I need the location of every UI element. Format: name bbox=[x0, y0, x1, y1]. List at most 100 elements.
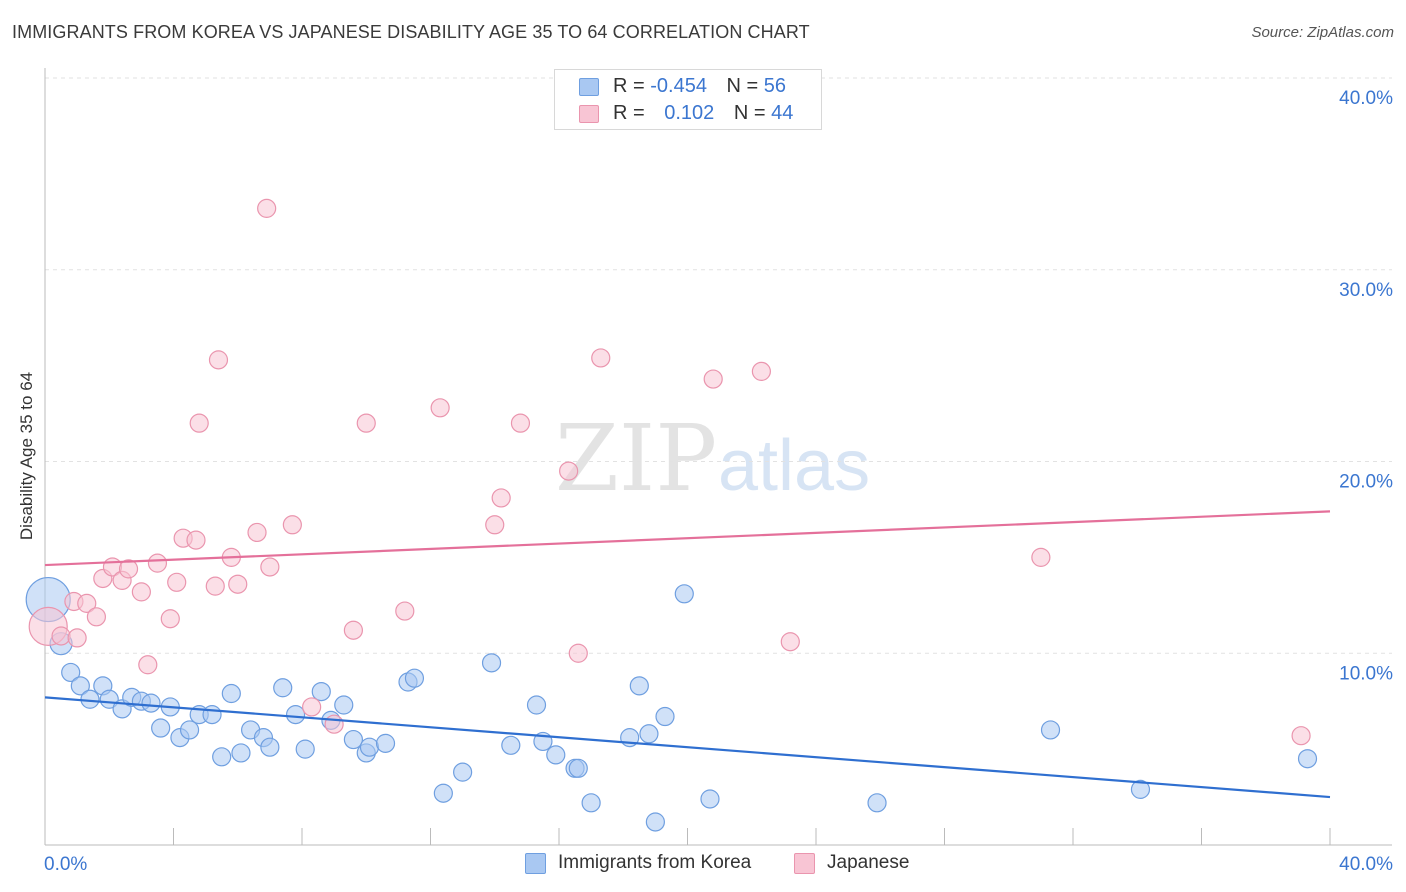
legend-swatch-japanese bbox=[579, 105, 599, 123]
japanese-point bbox=[51, 626, 71, 646]
korea-point bbox=[179, 720, 200, 740]
korea-point bbox=[151, 718, 171, 738]
japanese-point bbox=[67, 628, 87, 648]
korea-point bbox=[404, 668, 425, 688]
japanese-point bbox=[559, 461, 579, 481]
legend-swatch-korea bbox=[579, 78, 599, 96]
correlation-legend: R = -0.454 N = 56 R = 0.102 N = 44 bbox=[554, 69, 822, 130]
japanese-point bbox=[131, 582, 151, 602]
japanese-point bbox=[208, 350, 229, 370]
japanese-point bbox=[751, 361, 771, 381]
korea-point bbox=[629, 676, 649, 696]
japanese-point bbox=[147, 553, 168, 573]
korea-point bbox=[343, 729, 363, 750]
japanese-trend-line bbox=[44, 510, 1331, 567]
korea-point bbox=[581, 793, 601, 813]
korea-point bbox=[295, 739, 315, 759]
korea-point bbox=[700, 789, 720, 809]
japanese-point bbox=[302, 697, 322, 717]
japanese-point bbox=[780, 632, 800, 652]
korea-point bbox=[481, 653, 502, 673]
japanese-point bbox=[324, 714, 344, 734]
y-tick-label: 40.0% bbox=[1339, 88, 1393, 109]
japanese-point bbox=[228, 574, 248, 594]
korea-point bbox=[273, 678, 293, 698]
legend-n-value-japanese: 44 bbox=[771, 102, 794, 124]
korea-point bbox=[260, 737, 280, 757]
legend-r-label: R = bbox=[613, 102, 651, 124]
japanese-point bbox=[485, 515, 505, 535]
legend-r-value-korea: -0.454 bbox=[650, 75, 707, 97]
japanese-point bbox=[1291, 726, 1311, 746]
korea-point bbox=[70, 676, 90, 696]
japanese-point bbox=[1031, 547, 1051, 567]
legend-n-label: N = bbox=[726, 75, 764, 97]
bottom-legend-label-korea: Immigrants from Korea bbox=[558, 852, 752, 873]
korea-point bbox=[202, 705, 222, 725]
korea-point bbox=[311, 681, 331, 702]
korea-point bbox=[568, 758, 588, 778]
korea-point bbox=[212, 747, 232, 767]
source-credit: Source: ZipAtlas.com bbox=[1251, 24, 1394, 41]
legend-r-label: R = bbox=[613, 75, 651, 97]
japanese-point bbox=[395, 601, 415, 621]
watermark-zip: ZIP bbox=[555, 405, 717, 512]
japanese-point bbox=[568, 643, 588, 663]
japanese-point bbox=[189, 413, 209, 433]
korea-point bbox=[334, 695, 354, 715]
legend-n-value-korea: 56 bbox=[763, 75, 787, 97]
x-tick-label: 40.0% bbox=[1339, 854, 1393, 875]
bottom-legend-label-japanese: Japanese bbox=[827, 852, 910, 873]
japanese-point bbox=[257, 198, 277, 218]
y-tick-label: 30.0% bbox=[1339, 280, 1393, 301]
korea-point bbox=[359, 737, 380, 757]
korea-point bbox=[433, 783, 453, 803]
y-tick-label: 20.0% bbox=[1339, 472, 1393, 493]
japanese-point bbox=[591, 348, 611, 368]
watermark-atlas: atlas bbox=[718, 426, 870, 506]
korea-point bbox=[1130, 779, 1151, 799]
legend-n-label: N = bbox=[733, 102, 772, 124]
korea-point bbox=[674, 584, 694, 604]
japanese-point bbox=[205, 576, 225, 596]
japanese-point bbox=[491, 488, 511, 508]
japanese-point bbox=[510, 413, 531, 433]
korea-point bbox=[285, 705, 306, 725]
japanese-point bbox=[138, 655, 158, 675]
korea-point bbox=[453, 762, 473, 782]
japanese-point bbox=[282, 515, 302, 535]
korea-point bbox=[546, 745, 566, 765]
chart-title: IMMIGRANTS FROM KOREA VS JAPANESE DISABI… bbox=[12, 22, 810, 42]
japanese-point bbox=[160, 609, 180, 629]
korea-point bbox=[655, 706, 675, 727]
y-tick-label: 10.0% bbox=[1339, 663, 1393, 684]
korea-point bbox=[221, 683, 241, 704]
japanese-point bbox=[247, 522, 267, 543]
korea-point bbox=[1297, 749, 1318, 769]
korea-point bbox=[231, 743, 251, 763]
korea-point bbox=[639, 724, 659, 744]
korea-point bbox=[1040, 720, 1061, 740]
legend-r-value-japanese: 0.102 bbox=[664, 102, 715, 124]
japanese-point bbox=[118, 559, 139, 579]
bottom-legend-swatch-korea bbox=[525, 853, 546, 874]
japanese-point bbox=[167, 572, 187, 592]
korea-point bbox=[61, 662, 81, 683]
korea-point bbox=[375, 733, 396, 753]
korea-point bbox=[645, 812, 665, 832]
japanese-point bbox=[703, 369, 723, 389]
japanese-point bbox=[77, 593, 97, 613]
korea-point bbox=[501, 735, 521, 755]
korea-point bbox=[141, 693, 161, 713]
korea-point bbox=[526, 695, 547, 715]
japanese-point bbox=[260, 557, 280, 577]
korea-point bbox=[867, 793, 887, 813]
korea-trend-line bbox=[44, 696, 1331, 799]
bottom-legend-swatch-japanese bbox=[794, 853, 815, 874]
x-tick-label: 0.0% bbox=[44, 854, 87, 875]
japanese-point bbox=[186, 530, 206, 550]
japanese-point bbox=[343, 620, 363, 640]
japanese-point bbox=[430, 398, 450, 418]
japanese-point bbox=[356, 413, 376, 433]
